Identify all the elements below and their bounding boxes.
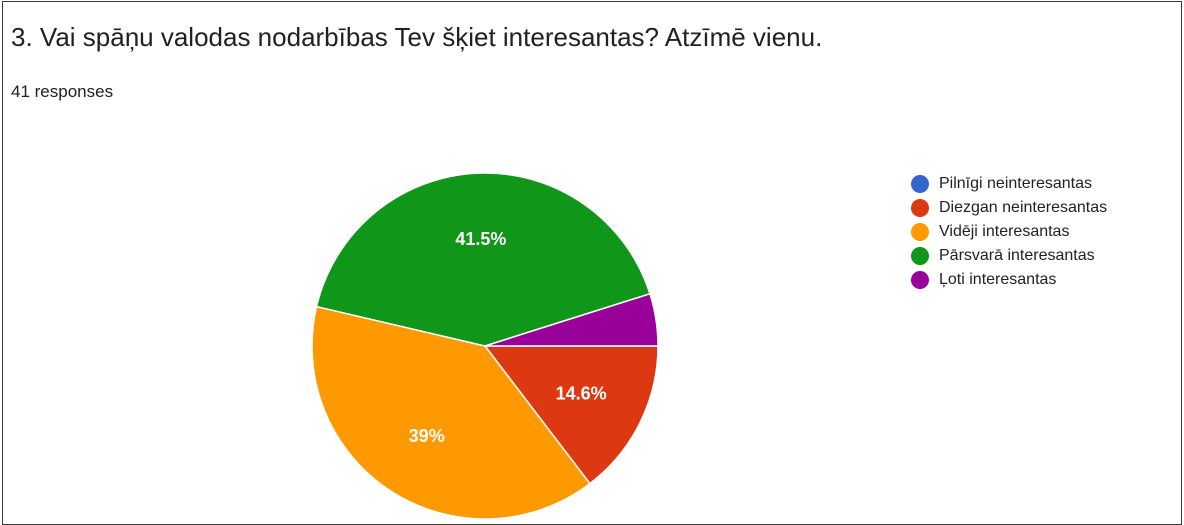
legend-swatch [911,271,929,289]
legend-swatch [911,247,929,265]
legend-item-parsvara-interesantas[interactable]: Pārsvarā interesantas [911,244,1107,268]
legend-item-pilnigi-neinteresantas[interactable]: Pilnīgi neinteresantas [911,172,1107,196]
chart-legend: Pilnīgi neinteresantas Diezgan neinteresa… [911,172,1107,292]
legend-label: Vidēji interesantas [939,223,1070,240]
legend-label: Ļoti interesantas [939,271,1057,288]
pie-slice-videji-interesantas[interactable] [311,305,591,520]
legend-swatch [911,223,929,241]
pie-chart: 14.6% 39% 41.5% [311,172,659,520]
slice-label-videji-interesantas: 39% [409,426,445,446]
pie-labels: 14.6% 39% 41.5% [409,229,607,446]
pie-slice-loti-interesantas[interactable] [484,292,659,347]
legend-swatch [911,199,929,217]
slice-label-diezgan-neinteresantas: 14.6% [556,384,607,404]
slice-label-parsvara-interesantas: 41.5% [455,229,506,249]
response-count: 41 responses [11,82,114,101]
pie-slice-parsvara-interesantas[interactable] [315,172,651,347]
legend-item-diezgan-neinteresantas[interactable]: Diezgan neinteresantas [911,196,1107,220]
legend-label: Pārsvarā interesantas [939,247,1095,264]
legend-item-videji-interesantas[interactable]: Vidēji interesantas [911,220,1107,244]
pie-slices [311,172,659,520]
legend-item-loti-interesantas[interactable]: Ļoti interesantas [911,268,1107,292]
legend-label: Pilnīgi neinteresantas [939,175,1092,192]
pie-slice-diezgan-neinteresantas[interactable] [483,345,659,485]
legend-swatch [911,175,929,193]
question-title: 3. Vai spāņu valodas nodarbības Tev šķie… [11,22,823,52]
legend-label: Diezgan neinteresantas [939,199,1108,216]
